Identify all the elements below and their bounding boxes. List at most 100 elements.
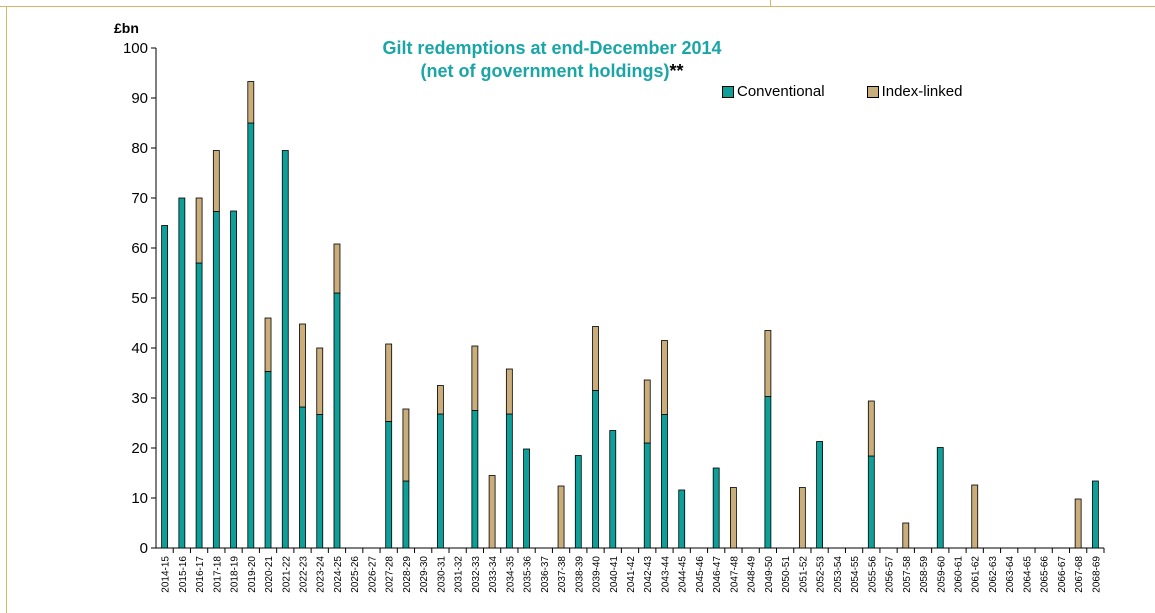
x-tick-label: 2060-61	[953, 556, 964, 593]
x-tick-label: 2046-47	[712, 556, 723, 593]
bar-conventional	[523, 448, 530, 549]
y-tick-label: 70	[131, 190, 148, 207]
x-tick-label: 2025-26	[350, 556, 361, 593]
x-tick-label: 2058-59	[919, 556, 930, 593]
x-tick-label: 2053-54	[833, 556, 844, 593]
bar-index-linked	[971, 484, 979, 549]
frame-top	[0, 0, 1155, 12]
frame-top-tick	[770, 0, 771, 7]
x-tick-label: 2014-15	[161, 556, 172, 593]
bar-index-linked	[661, 340, 668, 415]
x-tick-label: 2036-37	[540, 556, 551, 593]
x-tick-label: 2039-40	[592, 556, 603, 593]
bar-index-linked	[592, 326, 599, 391]
bar-index-linked	[385, 343, 393, 422]
bar-conventional	[212, 211, 220, 549]
y-tick-label: 100	[123, 40, 148, 57]
x-tick-label: 2015-16	[178, 556, 189, 593]
x-tick-label: 2034-35	[505, 556, 516, 593]
x-tick-label: 2038-39	[574, 556, 585, 593]
y-tick-label: 50	[131, 290, 148, 307]
bar-conventional	[643, 442, 651, 549]
bar-index-linked	[247, 81, 255, 124]
x-tick-label: 2064-65	[1022, 556, 1033, 593]
y-tick-label: 0	[140, 540, 148, 557]
bar-conventional	[230, 210, 237, 549]
bar-conventional	[505, 413, 513, 549]
legend-label-conventional: Conventional	[737, 83, 825, 100]
x-tick-label: 2026-27	[367, 556, 378, 593]
bar-index-linked	[488, 475, 496, 549]
bar-conventional	[333, 292, 341, 549]
bar-index-linked	[730, 487, 737, 549]
x-tick-label: 2031-32	[454, 556, 465, 593]
bar-conventional	[385, 421, 393, 549]
x-tick-label: 2062-63	[988, 556, 999, 593]
x-tick-label: 2042-43	[643, 556, 654, 593]
bar-conventional	[161, 225, 169, 549]
bar-conventional	[402, 480, 410, 549]
x-tick-label: 2023-24	[316, 556, 327, 593]
x-tick-label: 2027-28	[385, 556, 396, 593]
x-tick-label: 2051-52	[798, 556, 809, 593]
y-tick-label: 20	[131, 440, 148, 457]
bar-index-linked	[1074, 498, 1082, 549]
x-tick-label: 2045-46	[695, 556, 706, 593]
frame-top-line	[0, 6, 1155, 7]
bar-conventional	[471, 410, 479, 549]
x-tick-label: 2029-30	[419, 556, 430, 593]
x-tick-label: 2049-50	[764, 556, 775, 593]
x-tick-label: 2032-33	[471, 556, 482, 593]
chart-title-line1: Gilt redemptions at end-December 2014	[382, 38, 722, 58]
bar-index-linked	[764, 330, 772, 397]
bar-conventional	[661, 414, 668, 549]
bar-conventional	[592, 390, 599, 549]
bar-index-linked	[557, 485, 565, 549]
y-axis-label: £bn	[114, 20, 139, 36]
legend-swatch-conventional	[722, 85, 734, 98]
bar-index-linked	[333, 243, 341, 294]
legend-item-conventional: Conventional	[722, 83, 825, 100]
x-tick-label: 2048-49	[747, 556, 758, 593]
x-tick-label: 2020-21	[264, 556, 275, 593]
y-tick-label: 10	[131, 490, 148, 507]
x-tick-label: 2030-31	[436, 556, 447, 593]
bar-conventional	[609, 430, 617, 549]
x-tick-label: 2017-18	[212, 556, 223, 593]
x-tick-label: 2067-68	[1074, 556, 1085, 593]
y-tick-label: 80	[131, 140, 148, 157]
x-tick-label: 2022-23	[299, 556, 310, 593]
frame-left-line	[6, 6, 7, 613]
legend-swatch-index-linked	[866, 85, 879, 98]
x-tick-label: 2063-64	[1005, 556, 1016, 593]
x-tick-label: 2056-57	[885, 556, 896, 593]
bar-index-linked	[316, 347, 324, 415]
bar-index-linked	[902, 522, 910, 549]
bar-index-linked	[505, 368, 513, 415]
x-tick-label: 2028-29	[402, 556, 413, 593]
legend-item-index-linked: Index-linked	[866, 83, 962, 100]
y-tick-label: 90	[131, 90, 148, 107]
chart-title: Gilt redemptions at end-December 2014 (n…	[0, 37, 1104, 83]
x-tick-label: 2044-45	[678, 556, 689, 593]
x-tick-label: 2021-22	[281, 556, 292, 593]
bar-conventional	[712, 467, 720, 549]
bar-conventional	[264, 371, 272, 549]
x-tick-label: 2019-20	[247, 556, 258, 593]
x-tick-label: 2037-38	[557, 556, 568, 593]
bar-index-linked	[643, 379, 651, 444]
x-tick-label: 2052-53	[816, 556, 827, 593]
x-tick-label: 2040-41	[609, 556, 620, 593]
chart-title-suffix: **	[669, 61, 684, 81]
bar-conventional	[867, 455, 875, 549]
x-tick-label: 2041-42	[626, 556, 637, 593]
x-tick-label: 2068-69	[1091, 556, 1102, 593]
bar-index-linked	[299, 323, 306, 408]
x-tick-label: 2061-62	[971, 556, 982, 593]
chart-title-line2: (net of government holdings)	[420, 61, 670, 81]
bar-index-linked	[798, 487, 806, 549]
bar-index-linked	[212, 150, 220, 212]
legend: Conventional Index-linked	[722, 83, 1004, 100]
x-tick-label: 2018-19	[230, 556, 241, 593]
